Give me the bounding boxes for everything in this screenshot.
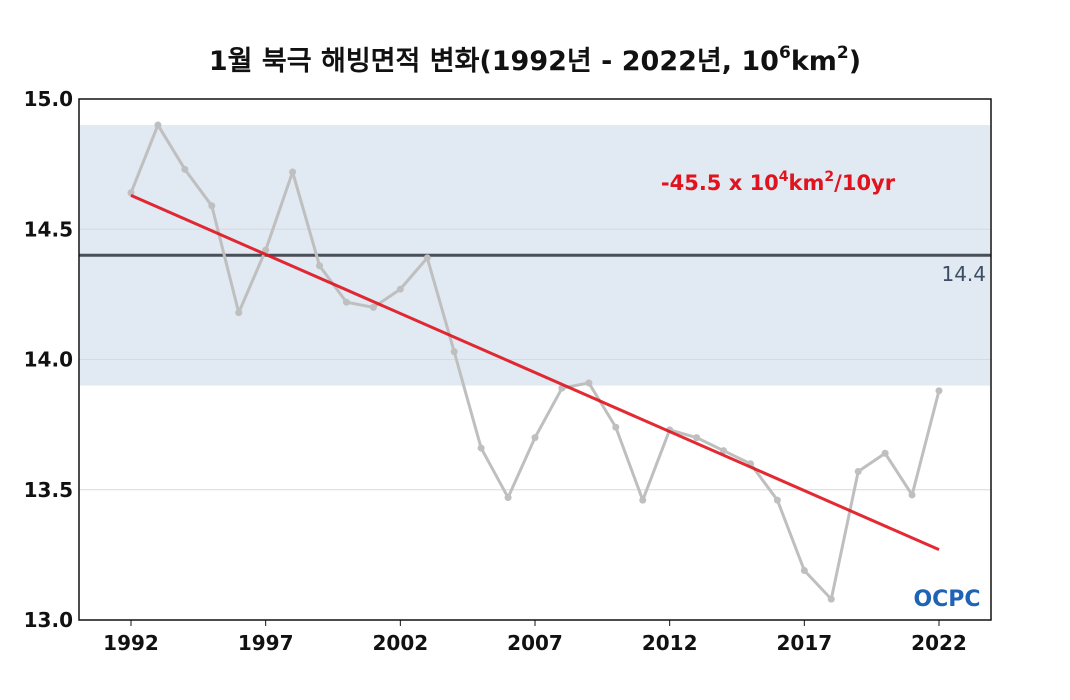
data-point xyxy=(504,494,512,502)
data-point xyxy=(396,285,404,293)
trend-label-exponent: 4 xyxy=(779,169,789,185)
x-tick-label: 2017 xyxy=(776,631,832,655)
trend-label-unit: km xyxy=(789,171,825,195)
data-point xyxy=(908,491,916,499)
x-tick-label: 2007 xyxy=(507,631,563,655)
trend-annotation: -45.5 x 104km2/10yr xyxy=(661,169,896,195)
title-close: ) xyxy=(849,46,861,77)
data-point xyxy=(235,309,243,317)
y-tick-label: 13.5 xyxy=(24,478,73,502)
data-point xyxy=(369,303,377,311)
title-exponent: 6 xyxy=(779,43,791,63)
reference-value-label: 14.4 xyxy=(941,262,986,286)
grid-layer xyxy=(79,228,991,491)
trend-line xyxy=(130,194,940,552)
x-tick-label: 2012 xyxy=(642,631,698,655)
data-point xyxy=(450,348,458,356)
data-point xyxy=(477,444,485,452)
x-tick-label: 2002 xyxy=(372,631,428,655)
trend-label-unit-exponent: 2 xyxy=(824,169,834,185)
trend-label-suffix: /10yr xyxy=(834,171,896,195)
series-layer xyxy=(127,121,943,603)
ocpc-logo: OCPC xyxy=(913,587,980,612)
title-main: 1월 북극 해빙면적 변화(1992년 - 2022년, 10 xyxy=(209,46,779,77)
data-point xyxy=(289,168,297,176)
data-point xyxy=(693,434,701,442)
data-point xyxy=(342,298,350,306)
data-point xyxy=(800,567,808,575)
data-point xyxy=(827,595,835,603)
data-point xyxy=(935,387,943,395)
y-tick-label: 14.0 xyxy=(24,348,73,372)
y-tick-label: 13.0 xyxy=(24,608,73,632)
data-point xyxy=(585,379,593,387)
x-tick-label: 1997 xyxy=(238,631,294,655)
trend-label: -45.5 x 10 xyxy=(661,171,779,195)
x-tick-labels: 1992 1997 2002 2007 2012 2017 2022 xyxy=(103,620,967,655)
title-unit-exponent: 2 xyxy=(837,43,849,63)
data-point xyxy=(423,254,431,262)
data-point xyxy=(154,121,162,129)
data-point xyxy=(181,165,189,173)
data-point xyxy=(208,202,216,210)
chart-title: 1월 북극 해빙면적 변화(1992년 - 2022년, 106km2) xyxy=(209,43,861,77)
y-tick-label: 15.0 xyxy=(24,87,73,111)
data-point xyxy=(316,262,324,270)
x-tick-label: 1992 xyxy=(103,631,159,655)
svg-text:OCPC: OCPC xyxy=(913,587,980,612)
data-point xyxy=(854,468,862,476)
data-point xyxy=(612,423,620,431)
data-point xyxy=(881,449,889,457)
data-point xyxy=(262,246,270,254)
data-point xyxy=(720,447,728,455)
title-unit: km xyxy=(791,46,837,77)
data-point xyxy=(531,434,539,442)
data-point xyxy=(773,496,781,504)
data-point xyxy=(639,496,647,504)
y-tick-labels: 13.0 13.5 14.0 14.5 15.0 xyxy=(24,87,73,632)
y-tick-label: 14.5 xyxy=(24,217,73,241)
x-tick-label: 2022 xyxy=(911,631,967,655)
trend-layer xyxy=(130,194,940,552)
